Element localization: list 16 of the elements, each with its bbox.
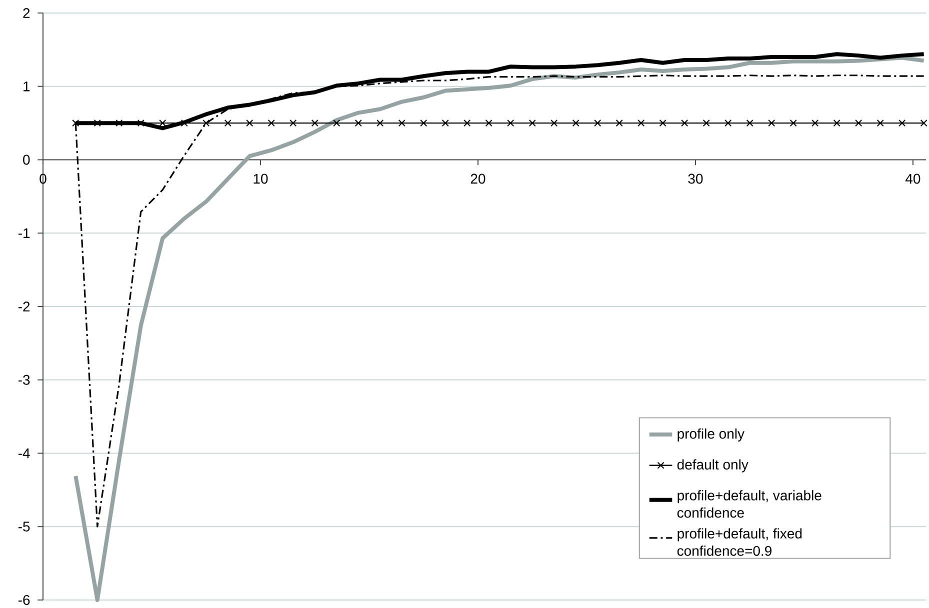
y-tick-label: 2 — [23, 8, 30, 18]
legend-label: profile+default, fixed confidence=0.9 — [677, 528, 802, 556]
y-tick-label: -5 — [18, 522, 30, 532]
x-tick-label: 30 — [688, 174, 703, 184]
y-tick-label: 1 — [24, 82, 30, 92]
y-tick-label: 0 — [23, 154, 30, 165]
y-tick-label: -1 — [18, 228, 30, 238]
y-tick-label: -2 — [18, 302, 30, 312]
y-tick-label: -6 — [18, 595, 30, 605]
x-tick-label: 10 — [254, 174, 268, 184]
legend-label: default only — [677, 459, 748, 472]
x-tick-label: 40 — [905, 174, 920, 184]
legend-label: profile only — [678, 428, 744, 442]
y-tick-label: -3 — [18, 374, 30, 385]
y-tick-label: -4 — [18, 448, 30, 458]
x-tick-label: 20 — [470, 174, 486, 184]
